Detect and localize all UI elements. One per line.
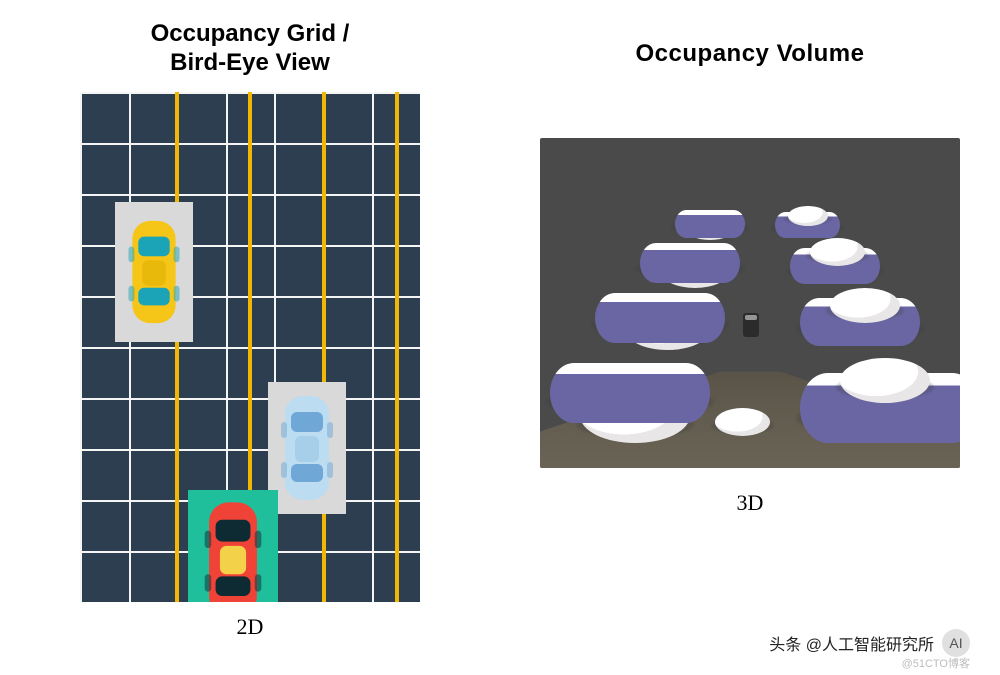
left-panel: Occupancy Grid / Bird-Eye View 2D — [30, 20, 470, 645]
voxel-blob — [715, 408, 770, 436]
voxel-blob — [830, 288, 900, 323]
occupancy-volume-scene — [540, 138, 960, 468]
voxel-blob — [810, 238, 865, 266]
car-yellow — [126, 217, 182, 327]
left-title: Occupancy Grid / Bird-Eye View — [151, 20, 350, 78]
lane-line — [322, 92, 326, 602]
right-panel: Occupancy Volume 3D — [530, 20, 970, 645]
voxel-blob — [550, 363, 710, 423]
left-caption: 2D — [237, 614, 264, 640]
voxel-blob — [675, 210, 745, 238]
occupancy-grid-scene — [80, 92, 420, 602]
voxel-blob — [788, 206, 828, 226]
ego-car-icon — [743, 313, 759, 337]
car-blue — [279, 392, 335, 504]
lane-line — [175, 92, 179, 602]
watermark-text: 头条 @人工智能研究所 — [769, 631, 934, 655]
voxel-blob — [840, 358, 930, 403]
voxel-blob — [595, 293, 725, 343]
watermark-sub: @51CTO博客 — [902, 655, 970, 671]
lane-line — [395, 92, 399, 602]
car-red — [202, 498, 264, 602]
right-title: Occupancy Volume — [636, 40, 865, 68]
right-caption: 3D — [737, 490, 764, 516]
voxel-blob — [640, 243, 740, 283]
watermark: 头条 @人工智能研究所 AI — [769, 629, 970, 657]
watermark-icon: AI — [942, 629, 970, 657]
